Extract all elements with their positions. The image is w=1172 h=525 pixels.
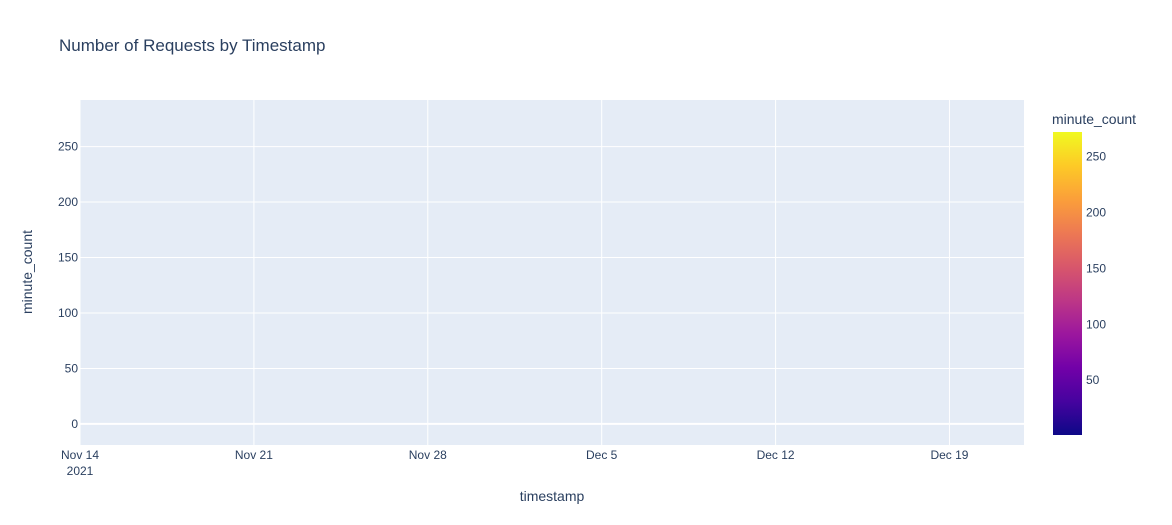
y-tick-label: 100	[58, 306, 78, 320]
x-tick-label: Nov 14	[61, 448, 99, 462]
chart-title: Number of Requests by Timestamp	[59, 36, 325, 55]
y-tick-label: 150	[58, 251, 78, 265]
colorbar-tick-label: 100	[1086, 317, 1106, 331]
colorbar-tick-label: 150	[1086, 261, 1106, 275]
colorbar-tick-label: 50	[1086, 373, 1100, 387]
x-axis-ticks: Nov 14 2021 Nov 21 Nov 28 Dec 5 Dec 12 Dec 19	[61, 448, 969, 478]
x-tick-sublabel: 2021	[67, 464, 94, 478]
y-axis-ticks: 0 50 100 150 200 250	[58, 140, 78, 431]
x-tick-label: Dec 19	[930, 448, 968, 462]
colorbar	[1053, 132, 1082, 435]
y-tick-label: 50	[65, 361, 79, 375]
grid-lines	[79, 100, 1024, 445]
y-axis-title: minute_count	[19, 230, 35, 314]
x-axis-title: timestamp	[520, 488, 585, 504]
colorbar-tick-label: 200	[1086, 206, 1106, 220]
colorbar-title: minute_count	[1052, 111, 1136, 127]
x-tick-label: Dec 12	[757, 448, 795, 462]
y-tick-label: 250	[58, 140, 78, 154]
colorbar-tick-label: 250	[1086, 150, 1106, 164]
y-tick-label: 200	[58, 195, 78, 209]
colorbar-ticks: 50 100 150 200 250	[1086, 150, 1106, 388]
x-tick-label: Dec 5	[586, 448, 618, 462]
plot-area	[80, 100, 1024, 445]
y-tick-label: 0	[71, 417, 78, 431]
x-tick-label: Nov 28	[409, 448, 447, 462]
x-tick-label: Nov 21	[235, 448, 273, 462]
